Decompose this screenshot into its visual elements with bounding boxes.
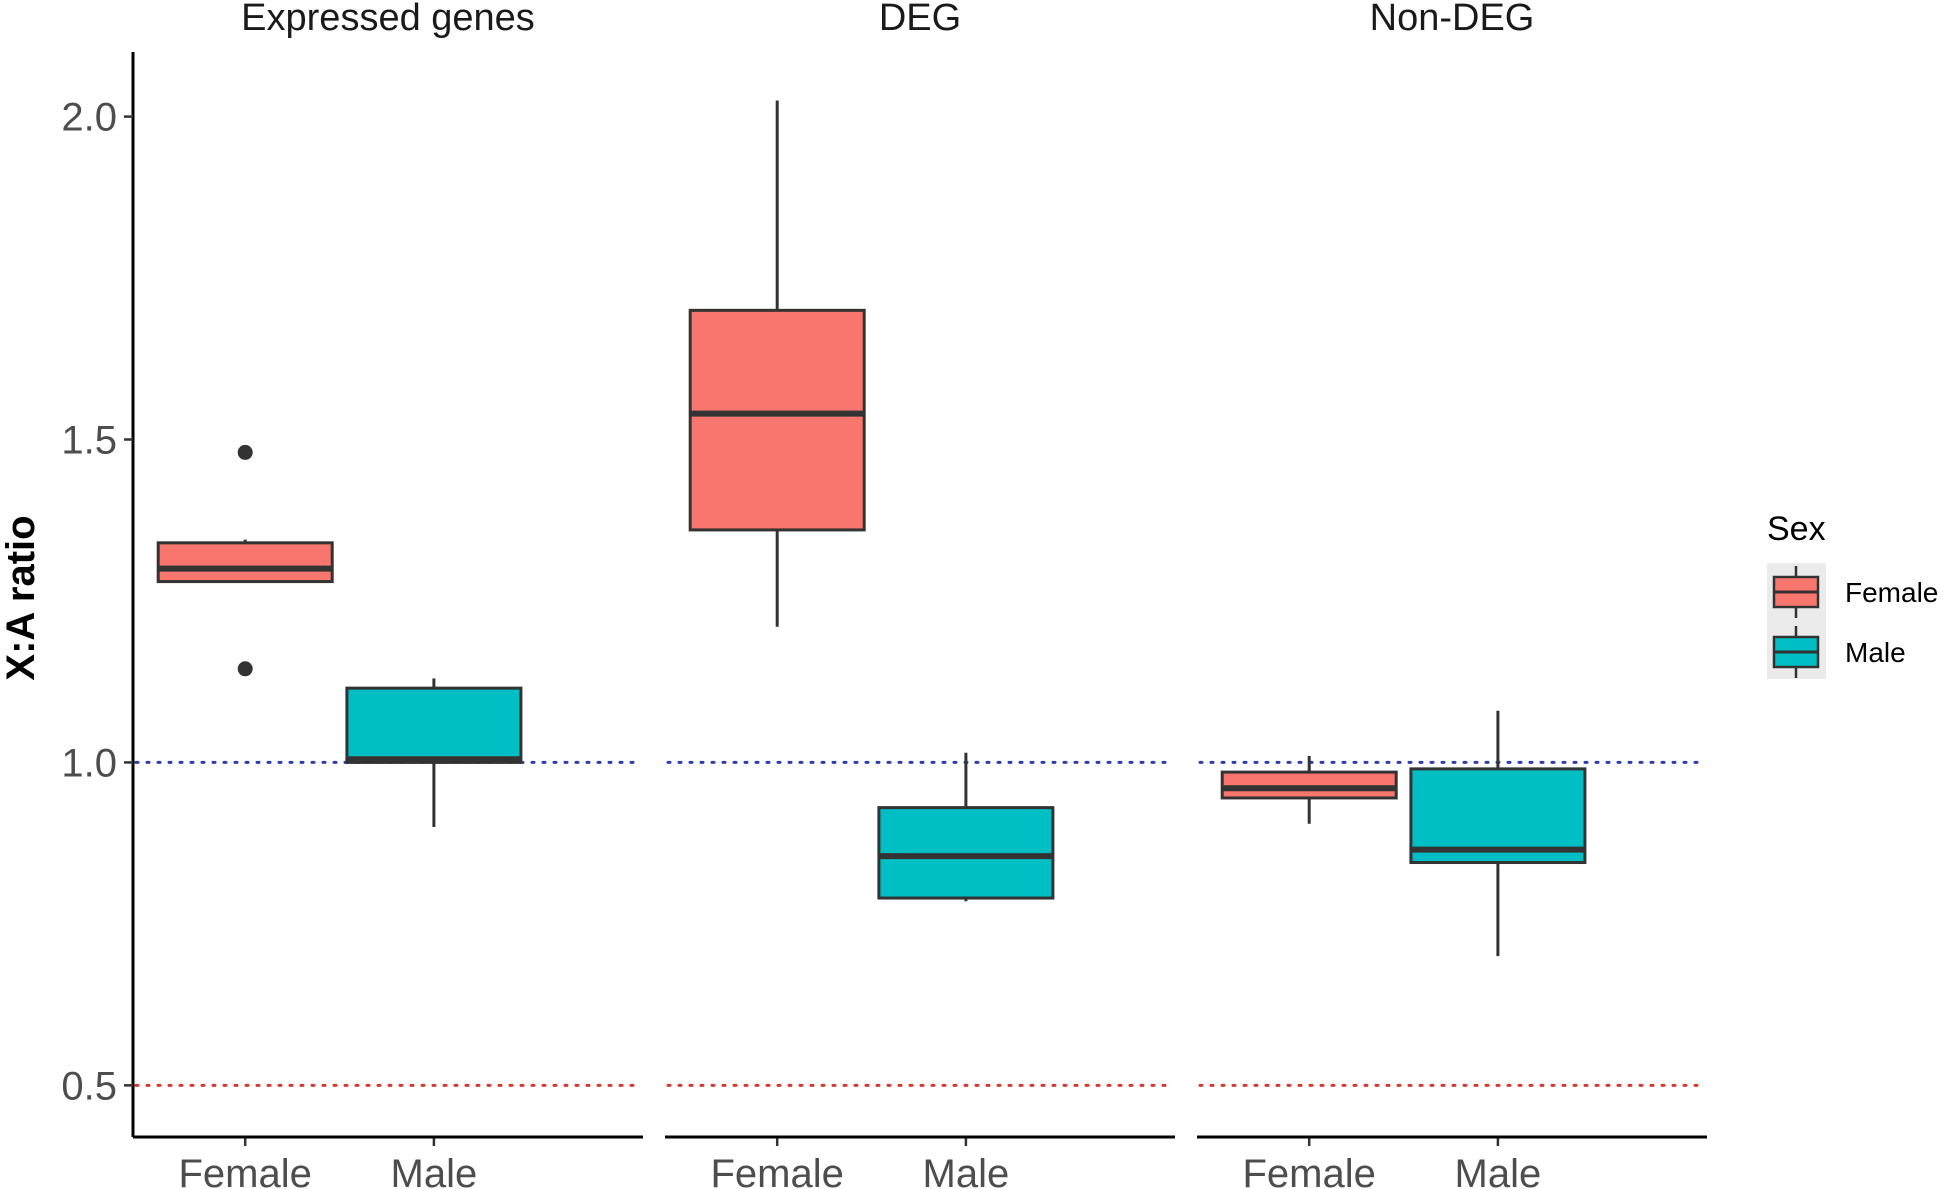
- box-deg-male: [877, 806, 1055, 900]
- box-expressed-genes-female: [156, 541, 334, 584]
- legend-label-female: Female: [1845, 577, 1938, 608]
- y-tick-label-0-5: 0.5: [61, 1064, 117, 1108]
- y-tick-label-1-5: 1.5: [61, 419, 117, 463]
- y-tick-label-2: 2.0: [61, 96, 117, 140]
- x-tick-label-deg-female: Female: [711, 1152, 844, 1189]
- legend-title: Sex: [1767, 510, 1826, 548]
- legend: Sex Female Male: [1767, 510, 1938, 679]
- axes-layer: [124, 52, 1707, 1146]
- panel-title-expressed-genes: Expressed genes: [241, 0, 535, 39]
- x-tick-label-expressed-genes-female: Female: [179, 1152, 312, 1189]
- box-expressed-genes-male: [345, 686, 523, 764]
- legend-label-male: Male: [1845, 637, 1906, 668]
- y-tick-label-1: 1.0: [61, 741, 117, 785]
- labels-layer: Female Male Expressed genes Female Male DEG Fe…: [0, 0, 1541, 1189]
- boxes-layer: [156, 100, 1587, 957]
- panel-title-deg: DEG: [879, 0, 961, 39]
- x-tick-label-non-deg-male: Male: [1455, 1152, 1542, 1189]
- x-tick-label-non-deg-female: Female: [1243, 1152, 1376, 1189]
- outlier-expressed-genes-female-1: [237, 444, 253, 460]
- outlier-expressed-genes-female-2: [237, 661, 253, 677]
- box-non-deg-female: [1220, 770, 1398, 800]
- x-tick-label-expressed-genes-male: Male: [391, 1152, 478, 1189]
- box-deg-female: [688, 308, 866, 532]
- x-tick-label-deg-male: Male: [923, 1152, 1010, 1189]
- panel-title-non-deg: Non-DEG: [1370, 0, 1535, 39]
- y-axis-title: X:A ratio: [0, 515, 43, 680]
- reference-lines: [134, 760, 1706, 1087]
